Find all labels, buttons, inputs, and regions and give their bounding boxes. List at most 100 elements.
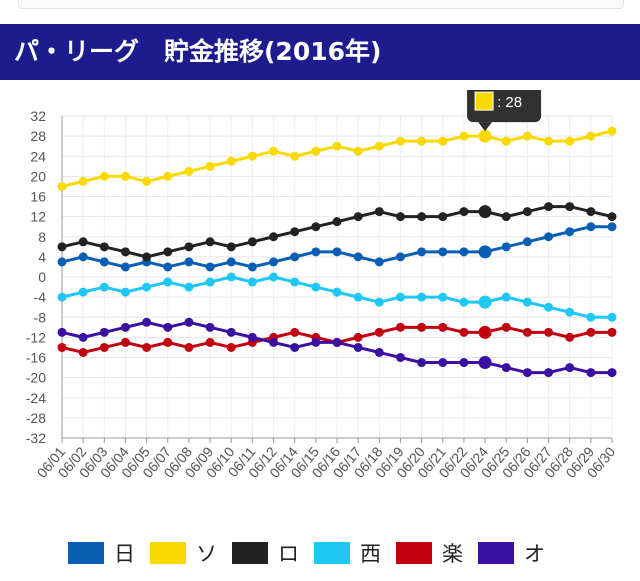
data-point	[142, 317, 152, 327]
data-point	[269, 337, 279, 347]
data-point	[438, 322, 448, 332]
data-point	[120, 287, 130, 297]
y-tick-label: 12	[30, 209, 46, 225]
data-point	[205, 337, 215, 347]
data-point	[417, 358, 427, 368]
data-point	[522, 207, 532, 217]
y-tick-label: -20	[26, 370, 46, 386]
data-point	[99, 257, 109, 267]
y-tick-label: 16	[30, 189, 46, 205]
y-tick-label: 32	[30, 108, 46, 124]
data-point	[353, 146, 363, 156]
data-point	[78, 347, 88, 357]
legend-swatch	[478, 542, 514, 564]
data-point	[478, 205, 492, 219]
legend-label: 楽	[442, 542, 463, 566]
data-point	[459, 247, 469, 257]
legend-item-2[interactable]: ソ	[150, 536, 217, 570]
data-point	[522, 368, 532, 378]
data-point	[438, 247, 448, 257]
data-point	[205, 277, 215, 287]
data-point	[205, 262, 215, 272]
legend-label: 西	[360, 542, 381, 566]
data-point	[290, 252, 300, 262]
data-point	[522, 327, 532, 337]
data-point	[120, 247, 130, 257]
data-point	[184, 317, 194, 327]
data-point	[142, 282, 152, 292]
y-tick-label: -16	[26, 350, 46, 366]
data-point	[353, 342, 363, 352]
data-point	[544, 202, 554, 212]
data-point	[395, 212, 405, 222]
y-tick-label: -12	[26, 329, 46, 345]
data-point	[332, 217, 342, 227]
y-tick-label: -4	[34, 289, 47, 305]
data-point	[269, 232, 279, 242]
data-point	[99, 282, 109, 292]
data-point	[226, 272, 236, 282]
data-point	[438, 212, 448, 222]
y-tick-label: -32	[26, 430, 46, 446]
data-point	[501, 322, 511, 332]
tooltip-value: : 28	[497, 94, 522, 111]
data-point	[226, 327, 236, 337]
data-point	[417, 292, 427, 302]
data-point	[57, 342, 67, 352]
data-point	[459, 358, 469, 368]
legend-label: ロ	[278, 542, 299, 566]
data-point	[269, 257, 279, 267]
data-point	[544, 136, 554, 146]
data-point	[184, 242, 194, 252]
legend-label: 日	[114, 542, 135, 566]
data-point	[247, 151, 257, 161]
data-point	[501, 212, 511, 222]
data-point	[99, 327, 109, 337]
legend-item-3[interactable]: ロ	[232, 536, 299, 570]
data-point	[57, 242, 67, 252]
legend-item-6[interactable]: オ	[478, 536, 545, 570]
top-edge	[0, 0, 640, 12]
data-point	[269, 146, 279, 156]
data-point	[565, 332, 575, 342]
data-point	[57, 257, 67, 267]
legend-item-4[interactable]: 西	[314, 536, 381, 570]
page-title: パ・リーグ 貯金推移(2016年)	[14, 37, 382, 66]
data-point	[586, 368, 596, 378]
data-point	[184, 342, 194, 352]
data-point	[78, 237, 88, 247]
data-point	[78, 287, 88, 297]
data-point	[459, 327, 469, 337]
data-point	[332, 247, 342, 257]
data-point	[374, 257, 384, 267]
chart-legend: 日ソ ロ 西 楽 オ	[0, 536, 640, 570]
y-tick-label: 28	[30, 128, 46, 144]
legend-item-5[interactable]: 楽	[396, 536, 463, 570]
data-point	[163, 337, 173, 347]
legend-label: オ	[524, 542, 545, 566]
data-point	[395, 252, 405, 262]
data-point	[395, 322, 405, 332]
tooltip-swatch	[474, 91, 494, 111]
data-point	[417, 322, 427, 332]
legend-swatch	[396, 542, 432, 564]
savings-line-chart: 32 28 24 20 16 12 8 4 0 -4 -8 -12 -16 -20 -24 -28 -32 06/…	[26, 90, 618, 481]
data-point	[374, 347, 384, 357]
data-point	[311, 146, 321, 156]
data-point	[607, 312, 617, 322]
data-point	[163, 247, 173, 257]
legend-swatch	[314, 542, 350, 564]
data-point	[226, 242, 236, 252]
title-bar: パ・リーグ 貯金推移(2016年)	[0, 24, 640, 80]
y-tick-label: -28	[26, 410, 46, 426]
data-point	[290, 277, 300, 287]
data-point	[607, 126, 617, 136]
data-point	[142, 176, 152, 186]
data-point	[78, 176, 88, 186]
data-point	[353, 332, 363, 342]
data-point	[459, 131, 469, 141]
data-point	[120, 171, 130, 181]
legend-item-1[interactable]: 日	[68, 536, 135, 570]
data-point	[565, 202, 575, 212]
data-point	[478, 295, 492, 309]
